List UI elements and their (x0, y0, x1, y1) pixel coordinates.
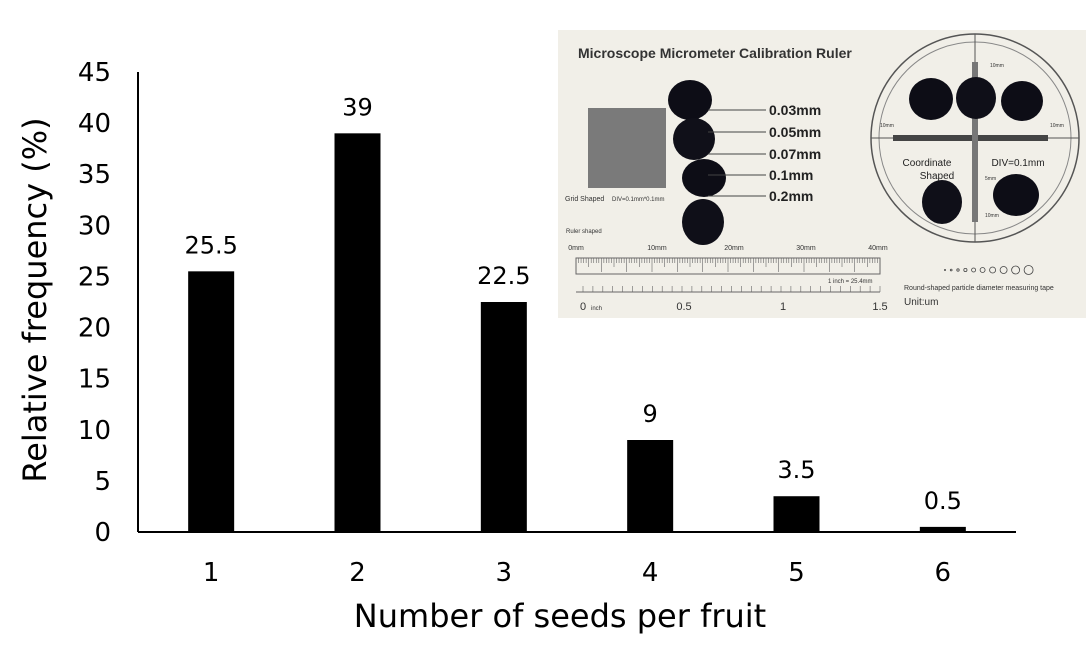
inch-tick-label: 0.5 (676, 301, 691, 313)
bar-data-label: 25.5 (184, 231, 237, 259)
seed (673, 118, 715, 160)
scale-label: 0.07mm (769, 146, 821, 162)
seed (1001, 81, 1043, 121)
bar-data-label: 0.5 (924, 487, 962, 515)
bar-data-label: 22.5 (477, 262, 530, 290)
x-tick-label: 1 (203, 558, 220, 588)
ruler-shaped-label: Ruler shaped (566, 229, 602, 235)
x-axis-ticks: 1 2 3 4 5 6 (203, 558, 951, 588)
mm-tick-label: 0mm (568, 245, 584, 252)
inset-photo-title: Microscope Micrometer Calibration Ruler (578, 45, 852, 61)
bar-1 (188, 271, 235, 532)
particle-circle (956, 268, 960, 272)
inch-tick-label: 0 (580, 301, 586, 313)
data-labels: 25.5 39 22.5 9 3.5 0.5 (184, 93, 961, 515)
bar-data-label: 39 (342, 93, 373, 121)
coordinate-scale-bar (893, 135, 1048, 141)
coordinate-label: Coordinate (903, 158, 952, 169)
particle-circle (979, 267, 986, 273)
y-tick-label: 15 (78, 365, 111, 395)
axis-label-top: 10mm (990, 63, 1004, 69)
mm-tick-label: 30mm (796, 245, 816, 252)
bar-2 (334, 133, 381, 533)
y-axis-ticks: 0 5 10 15 20 25 30 35 40 45 (78, 58, 111, 548)
bar-data-label: 3.5 (777, 456, 815, 484)
coordinate-label-2: Shaped (920, 171, 954, 182)
inch-unit-label: inch (591, 306, 602, 312)
mm-tick-label: 40mm (868, 245, 888, 252)
inch-tick-label: 1 (780, 301, 786, 313)
scale-label: 0.03mm (769, 102, 821, 118)
coordinate-div-label: DIV=0.1mm (991, 158, 1044, 169)
bar-6 (919, 526, 966, 532)
seed (956, 77, 996, 119)
particle-circle (963, 267, 968, 272)
axis-label-right: 10mm (1050, 123, 1064, 129)
scale-label: 0.1mm (769, 167, 813, 183)
particle-circle (944, 268, 947, 271)
axis-label-left: 10mm (880, 123, 894, 129)
bar-5 (773, 496, 820, 532)
seed (682, 199, 724, 245)
mm-tick-label: 20mm (724, 245, 744, 252)
axis-label-bottom: 10mm (985, 213, 999, 219)
y-tick-label: 30 (78, 211, 111, 241)
x-tick-label: 5 (788, 558, 805, 588)
y-tick-label: 0 (94, 518, 111, 548)
seed (922, 180, 962, 224)
seed (668, 80, 712, 120)
ruler: 0mm 10mm 20mm 30mm 40mm 0 0.5 1 1.5 (568, 245, 888, 313)
y-tick-label: 45 (78, 58, 111, 88)
scale-labels: 0.03mm 0.05mm 0.07mm 0.1mm 0.2mm (769, 102, 821, 204)
mm-tick-label: 10mm (647, 245, 667, 252)
particle-circle (999, 266, 1008, 274)
grid-div-label: DIV=0.1mm*0.1mm (612, 197, 665, 203)
grid-square (588, 108, 666, 188)
x-tick-label: 4 (642, 558, 659, 588)
y-axis-label: Relative frequency (%) (16, 117, 54, 482)
inch-conversion-note: 1 inch = 25.4mm (828, 279, 873, 285)
bar-data-label: 9 (643, 400, 658, 428)
y-tick-label: 20 (78, 314, 111, 344)
y-tick-label: 25 (78, 262, 111, 292)
particle-circle (989, 266, 996, 274)
y-tick-label: 40 (78, 109, 111, 139)
y-tick-label: 5 (94, 467, 111, 497)
coordinate-scale-bar-vertical (972, 62, 978, 222)
inch-tick-label: 1.5 (872, 301, 887, 313)
particle-circle (971, 267, 976, 273)
bar-3 (480, 302, 527, 532)
scale-lines (708, 109, 766, 197)
grid-shaped-label: Grid Shaped (565, 196, 604, 203)
scale-label: 0.05mm (769, 124, 821, 140)
x-tick-label: 3 (496, 558, 513, 588)
seed (682, 159, 726, 197)
particle-circles (944, 265, 1034, 275)
unit-label: Unit:um (904, 297, 938, 308)
axis-label-5mm: 5mm (985, 176, 996, 182)
x-tick-label: 6 (935, 558, 952, 588)
inset-photo: Microscope Micrometer Calibration Ruler … (558, 30, 1086, 318)
seed (993, 174, 1039, 216)
bars (188, 133, 966, 533)
x-axis-label: Number of seeds per fruit (354, 597, 766, 635)
particle-circle (1011, 265, 1020, 275)
scale-label: 0.2mm (769, 188, 813, 204)
particle-circle (949, 268, 953, 272)
particle-tape-label: Round-shaped particle diameter measuring… (904, 285, 1054, 292)
seed (909, 78, 953, 120)
y-tick-label: 35 (78, 160, 111, 190)
bar-4 (627, 440, 674, 532)
y-tick-label: 10 (78, 416, 111, 446)
x-tick-label: 2 (349, 558, 366, 588)
particle-circle (1023, 265, 1034, 275)
